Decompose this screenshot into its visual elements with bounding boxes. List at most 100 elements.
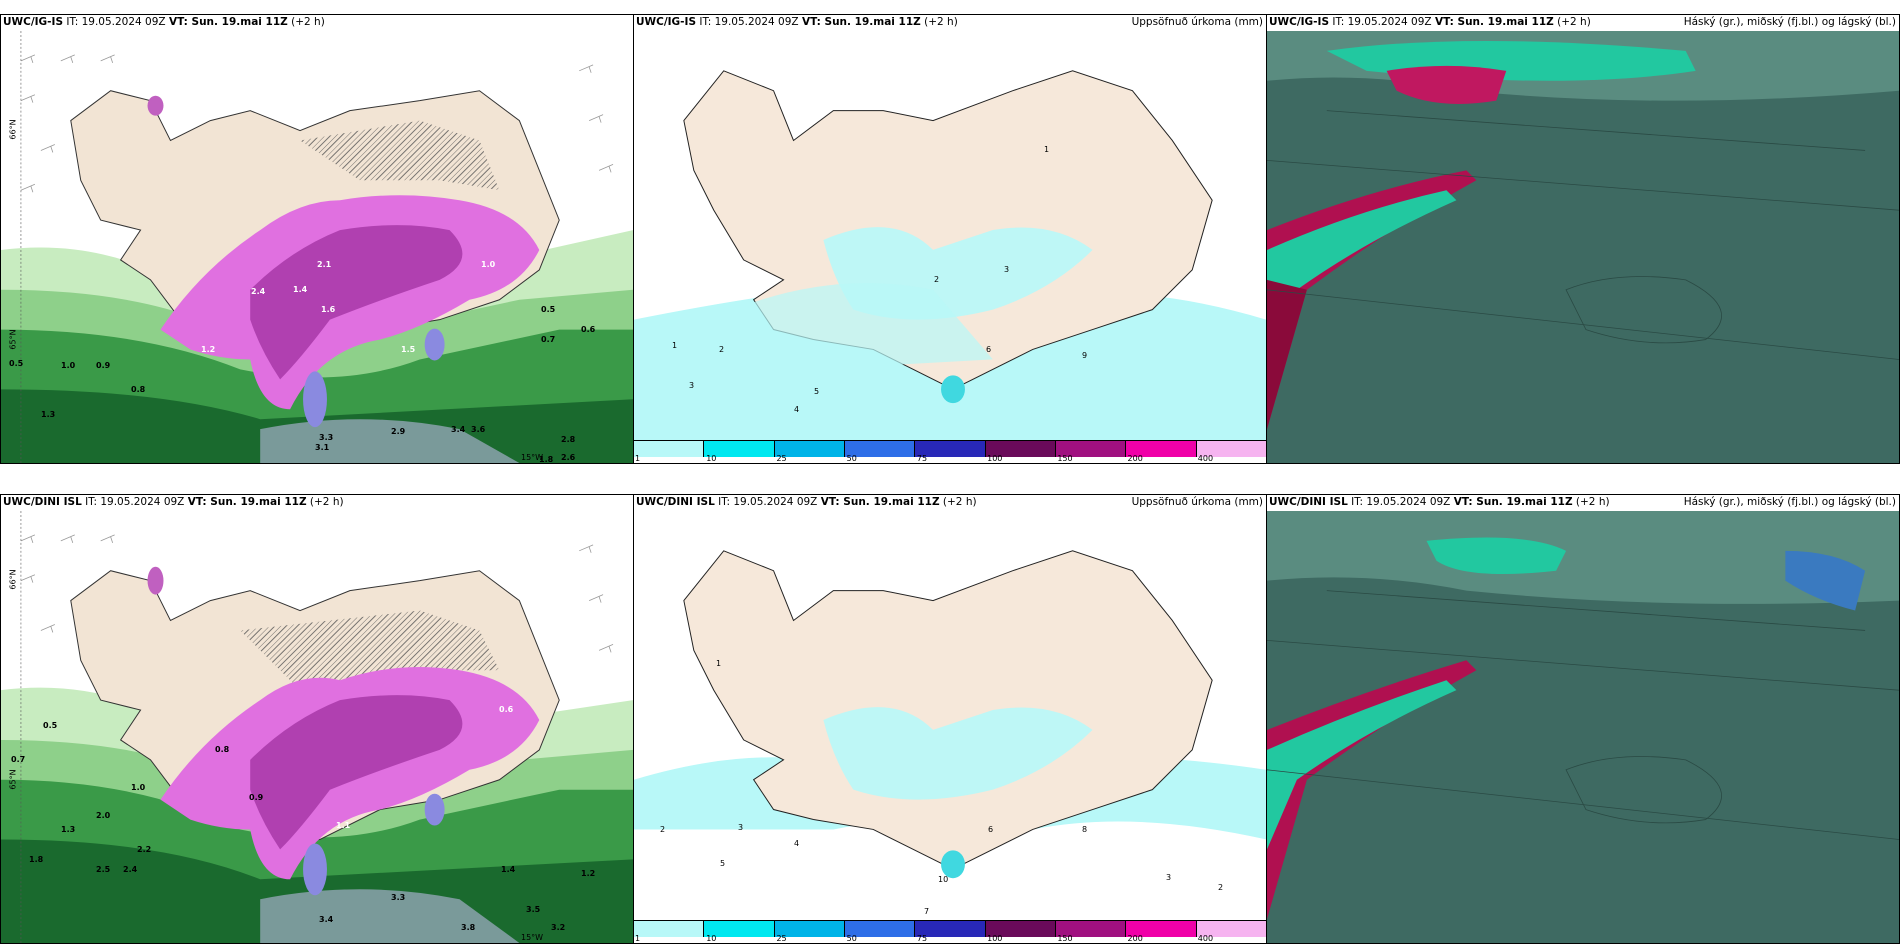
- colorbar-tick-label: 50: [846, 934, 857, 943]
- precip-value-label: 1.6: [321, 305, 336, 314]
- panel-title: UWC/IG-IS IT: 19.05.2024 09Z VT: Sun. 19…: [3, 16, 325, 28]
- colorbar-tick-label: 100: [987, 934, 1003, 943]
- acc-value-label: 2: [1218, 883, 1224, 892]
- panel-title: UWC/IG-IS IT: 19.05.2024 09Z VT: Sun. 19…: [636, 16, 958, 28]
- colorbar-swatch: [985, 921, 1056, 937]
- precip-value-label: 1.3: [61, 825, 76, 834]
- acc-value-label: 1: [1044, 145, 1050, 154]
- field-label: Háský (gr.), miðský (fj.bl.) og lágský (…: [1683, 16, 1896, 28]
- precip-value-label: 3.2: [551, 923, 566, 932]
- precip-value-label: 3.1: [315, 443, 330, 452]
- lat-label-66: 66°N: [8, 569, 18, 590]
- colorbar-tick-label: 1: [635, 934, 641, 943]
- acc-value-label: 10: [938, 875, 949, 884]
- lon-label: 15°W: [521, 453, 544, 462]
- colorbar: [634, 440, 1266, 457]
- colorbar-swatch: [844, 921, 916, 937]
- precip-value-label: 0.8: [215, 745, 230, 754]
- field-label: Uppsöfnuð úrkoma (mm): [1131, 16, 1263, 28]
- colorbar-tick-label: 200: [1127, 934, 1143, 943]
- colorbar-tick-label: 200: [1127, 454, 1143, 463]
- colorbar-swatch: [985, 441, 1056, 457]
- precip-value-label: 1.0: [481, 260, 496, 269]
- precip-value-label: 1.2: [581, 869, 596, 878]
- colorbar-tick-label: 400: [1197, 454, 1214, 463]
- precip-value-label: 0.8: [131, 385, 146, 394]
- colorbar-labels: 1 10 25 50 75 100 150 200 400: [634, 934, 1266, 943]
- accumulated-precip-map[interactable]: [634, 511, 1266, 921]
- colorbar-tick-label: 100: [987, 454, 1003, 463]
- cloud-cover-map[interactable]: [1267, 511, 1899, 943]
- panel-title: UWC/DINI ISL IT: 19.05.2024 09Z VT: Sun.…: [1269, 496, 1610, 508]
- colorbar-swatch: [844, 441, 916, 457]
- colorbar-swatch: [634, 441, 705, 457]
- acc-value-label: 5: [814, 387, 820, 396]
- precip-value-label: 2.4: [123, 865, 138, 874]
- precip-value-label: 1.8: [29, 855, 44, 864]
- colorbar-tick-label: 75: [916, 934, 928, 943]
- precip-value-label: 1.5: [401, 345, 416, 354]
- panel-top-accumulated: UWC/IG-IS IT: 19.05.2024 09Z VT: Sun. 19…: [633, 14, 1267, 464]
- colorbar-swatch: [915, 921, 986, 937]
- acc-value-label: 4: [794, 839, 800, 848]
- acc-value-label: 5: [720, 859, 726, 868]
- colorbar-swatch: [1126, 921, 1197, 937]
- precip-value-label: 0.5: [541, 305, 556, 314]
- colorbar-labels: 1 10 25 50 75 100 150 200 400: [634, 454, 1266, 463]
- colorbar-swatch: [1126, 441, 1197, 457]
- precip-value-label: 2.4: [251, 287, 266, 296]
- colorbar-tick-label: 10: [706, 934, 717, 943]
- precip-value-label: 3.3: [319, 433, 334, 442]
- acc-value-label: 1: [716, 659, 722, 668]
- cloud-cover-map[interactable]: [1267, 31, 1899, 463]
- acc-value-label: 2: [660, 825, 666, 834]
- acc-value-label: 6: [988, 825, 994, 834]
- panel-bottom-precip-wind: UWC/DINI ISL IT: 19.05.2024 09Z VT: Sun.…: [0, 494, 634, 944]
- acc-value-label: 1: [672, 341, 678, 350]
- precip-value-label: 2.2: [137, 845, 152, 854]
- panel-top-precip-wind: UWC/IG-IS IT: 19.05.2024 09Z VT: Sun. 19…: [0, 14, 634, 464]
- precip-value-label: 0.7: [541, 335, 556, 344]
- acc-value-label: 8: [1082, 825, 1088, 834]
- precip-value-label: 0.9: [96, 361, 111, 370]
- accumulated-precip-map[interactable]: [634, 31, 1266, 441]
- precip-value-label: 1.3: [41, 410, 56, 419]
- precip-value-label: 2.8: [561, 435, 576, 444]
- colorbar-tick-label: 150: [1057, 934, 1073, 943]
- precip-value-label: 1.8: [539, 455, 554, 464]
- colorbar-tick-label: 75: [916, 454, 928, 463]
- lon-label: 15°W: [521, 933, 544, 942]
- panel-title: UWC/IG-IS IT: 19.05.2024 09Z VT: Sun. 19…: [1269, 16, 1591, 28]
- colorbar-swatch: [704, 441, 775, 457]
- precip-value-label: 3.3: [391, 893, 406, 902]
- acc-value-label: 3: [689, 381, 695, 390]
- precip-value-label: 1.1: [336, 821, 351, 830]
- acc-value-label: 6: [986, 345, 992, 354]
- colorbar-swatch: [634, 921, 705, 937]
- precip-value-label: 3.4: [451, 425, 466, 434]
- precip-wind-map[interactable]: [1, 31, 633, 463]
- colorbar-swatch: [1055, 921, 1127, 937]
- colorbar-swatch: [704, 921, 775, 937]
- precip-value-label: 3.4: [319, 915, 334, 924]
- panel-bottom-clouds: UWC/DINI ISL IT: 19.05.2024 09Z VT: Sun.…: [1266, 494, 1900, 944]
- precip-value-label: 1.0: [131, 783, 146, 792]
- precip-value-label: 1.4: [293, 285, 308, 294]
- acc-value-label: 4: [794, 405, 800, 414]
- precip-value-label: 3.8: [461, 923, 476, 932]
- colorbar-tick-label: 400: [1197, 934, 1214, 943]
- precip-value-label: 2.5: [96, 865, 111, 874]
- precip-value-label: 1.0: [61, 361, 76, 370]
- precip-value-label: 1.4: [501, 865, 516, 874]
- precip-value-label: 0.6: [581, 325, 596, 334]
- precip-wind-map[interactable]: [1, 511, 633, 943]
- lat-label-65: 65°N: [8, 329, 18, 350]
- colorbar-tick-label: 150: [1057, 454, 1073, 463]
- colorbar-tick-label: 25: [776, 934, 787, 943]
- colorbar: [634, 920, 1266, 937]
- colorbar-swatch: [915, 441, 986, 457]
- field-label: Háský (gr.), miðský (fj.bl.) og lágský (…: [1683, 496, 1896, 508]
- precip-value-label: 2.9: [391, 427, 406, 436]
- panel-bottom-accumulated: UWC/DINI ISL IT: 19.05.2024 09Z VT: Sun.…: [633, 494, 1267, 944]
- acc-value-label: 7: [924, 907, 930, 916]
